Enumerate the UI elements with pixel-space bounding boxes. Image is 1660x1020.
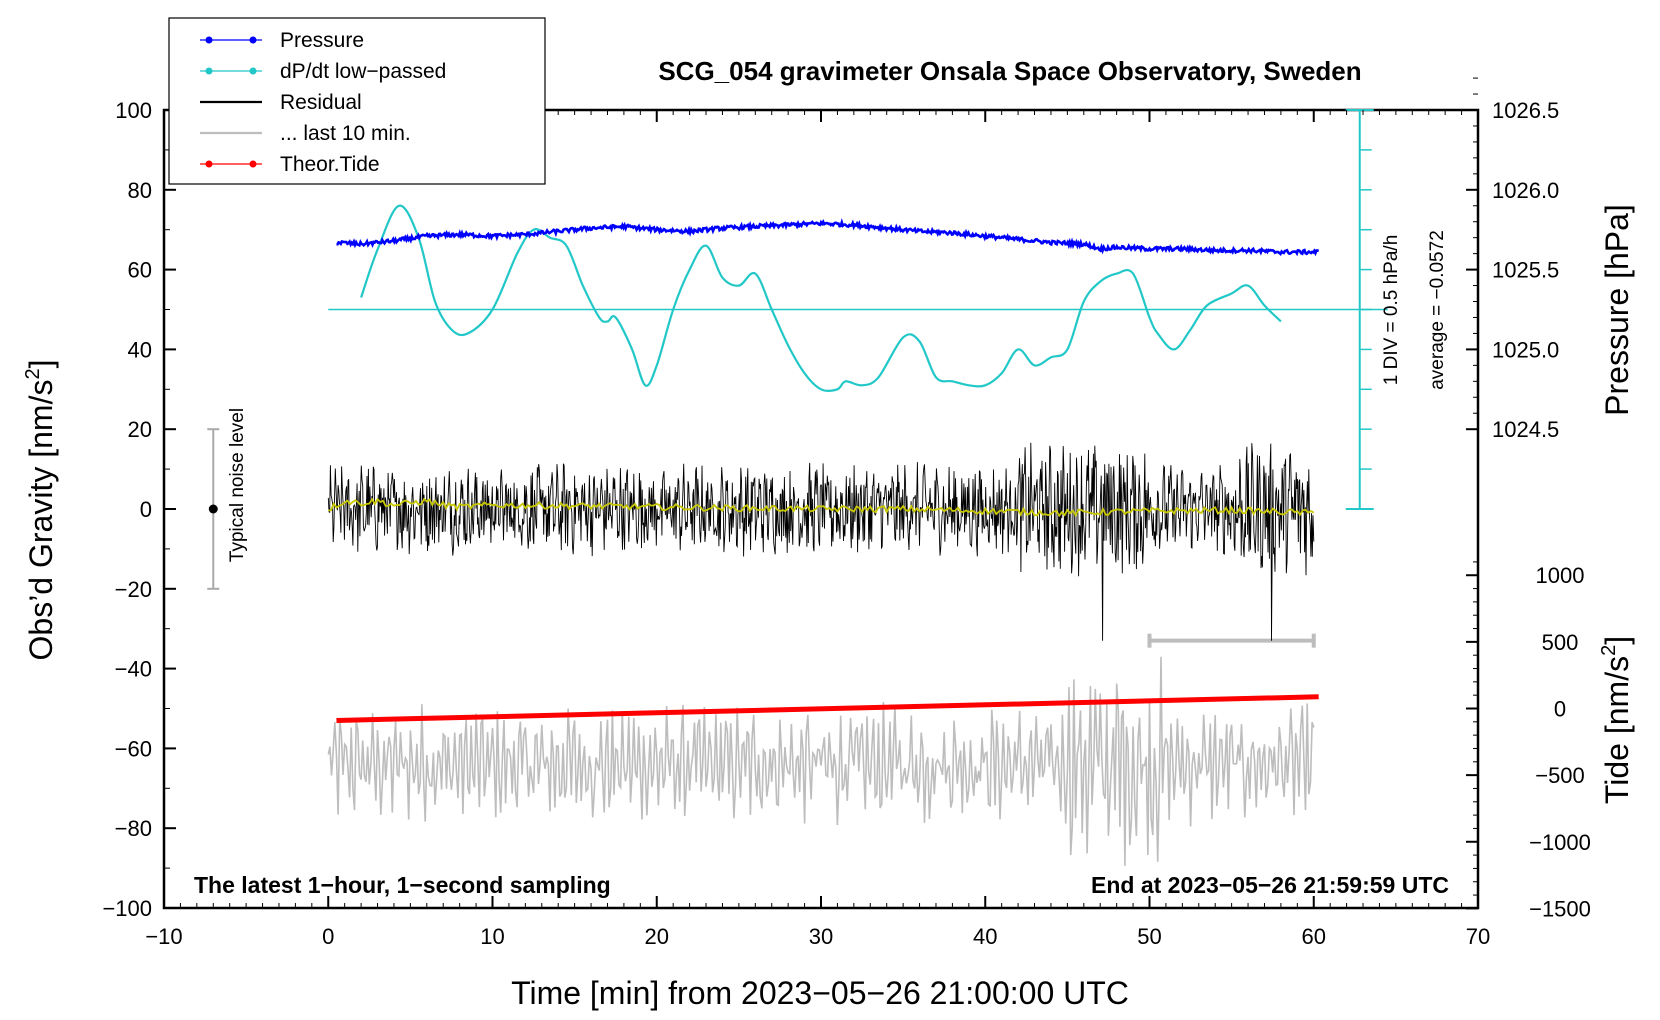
legend: Pressure dP/dt low−passed Residual ... last… <box>168 17 546 185</box>
legend-marker <box>249 160 257 168</box>
footer-right-text: End at 2023−05−26 21:59:59 UTC <box>1091 872 1449 898</box>
residual-series-line <box>327 442 1315 641</box>
legend-marker <box>249 67 257 75</box>
footer-left-text: The latest 1−hour, 1−second sampling <box>194 872 611 898</box>
tide-series-line <box>336 694 1319 723</box>
legend-label: dP/dt low−passed <box>280 60 446 83</box>
x-axis-title: Time [min] from 2023−05−26 21:00:00 UTC <box>511 975 1129 1011</box>
y-tick-label: 40 <box>128 337 152 362</box>
dpdt-series-line <box>360 204 1282 392</box>
y-axis-title-left-end: ] <box>23 360 59 369</box>
y-axis-title-tide-sup: 2 <box>1598 645 1620 656</box>
pressure-tick-label: 1024.5 <box>1492 417 1559 442</box>
legend-label: Pressure <box>280 29 364 52</box>
legend-marker <box>205 67 213 75</box>
y-tick-label: −60 <box>115 736 152 761</box>
legend-marker <box>205 36 213 44</box>
y-axis-title-left: Obs’d Gravity [nm/s2] <box>22 360 59 661</box>
chart-title: SCG_054 gravimeter Onsala Space Observat… <box>658 56 1361 86</box>
y-axis-title-tide-end: ] <box>1599 636 1635 645</box>
pressure-tick-label: 1026.5 <box>1492 98 1559 123</box>
tick-layer: −10 0 10 20 30 40 50 60 70−100−80−60−40−20020406… <box>102 77 1591 949</box>
tide-tick-label: −1000 <box>1529 830 1591 855</box>
y-tick-label: −40 <box>115 657 152 682</box>
tide-tick-label: 1000 <box>1536 563 1585 588</box>
y-tick-label: 20 <box>128 417 152 442</box>
y-tick-label: −80 <box>115 816 152 841</box>
dpdt-div-label: 1 DIV = 0.5 hPa/h <box>1381 235 1402 386</box>
legend-marker <box>249 36 257 44</box>
y-tick-label: −100 <box>102 896 152 921</box>
legend-label: ... last 10 min. <box>280 122 411 145</box>
noise-level-label: Typical noise level <box>227 408 248 562</box>
x-tick-label: 0 <box>322 924 334 949</box>
last10-series-line <box>327 656 1315 866</box>
y-tick-label: −20 <box>115 577 152 602</box>
noise-bar-center-dot <box>208 504 218 514</box>
pressure-tick-label: 1026.0 <box>1492 178 1559 203</box>
legend-marker <box>205 160 213 168</box>
dpdt-average-label: average = −0.0572 <box>1427 230 1448 390</box>
pressure-tick-label: 1025.0 <box>1492 337 1559 362</box>
x-tick-label: 40 <box>973 924 997 949</box>
series-layer <box>207 109 1388 866</box>
tide-tick-label: 0 <box>1554 697 1566 722</box>
x-tick-label: 10 <box>480 924 504 949</box>
x-tick-label: 60 <box>1302 924 1326 949</box>
pressure-tick-label: 1025.5 <box>1492 258 1559 283</box>
y-axis-title-left-sup: 2 <box>22 368 44 379</box>
y-axis-title-pressure: Pressure [hPa] <box>1599 204 1635 416</box>
y-tick-label: 0 <box>140 497 152 522</box>
y-tick-label: 100 <box>115 98 152 123</box>
y-axis-title-tide: Tide [nm/s2] <box>1598 636 1635 804</box>
pressure-series-line <box>336 217 1319 257</box>
residual-smoothed-series-line <box>328 497 1315 518</box>
tide-tick-label: −500 <box>1535 763 1585 788</box>
x-tick-label: 70 <box>1466 924 1490 949</box>
legend-items: Pressure dP/dt low−passed Residual ... last… <box>200 29 446 176</box>
x-tick-label: −10 <box>145 924 182 949</box>
x-tick-label: 50 <box>1137 924 1161 949</box>
x-tick-label: 20 <box>645 924 669 949</box>
x-tick-label: 30 <box>809 924 833 949</box>
legend-label: Theor.Tide <box>280 153 380 176</box>
y-axis-title-tide-text: Tide [nm/s <box>1599 656 1635 804</box>
y-tick-label: 80 <box>128 178 152 203</box>
y-axis-title-left-text: Obs’d Gravity [nm/s <box>23 380 59 661</box>
tide-tick-label: 500 <box>1542 630 1579 655</box>
y-tick-label: 60 <box>128 258 152 283</box>
legend-label: Residual <box>280 91 362 114</box>
tide-tick-label: −1500 <box>1529 896 1591 921</box>
